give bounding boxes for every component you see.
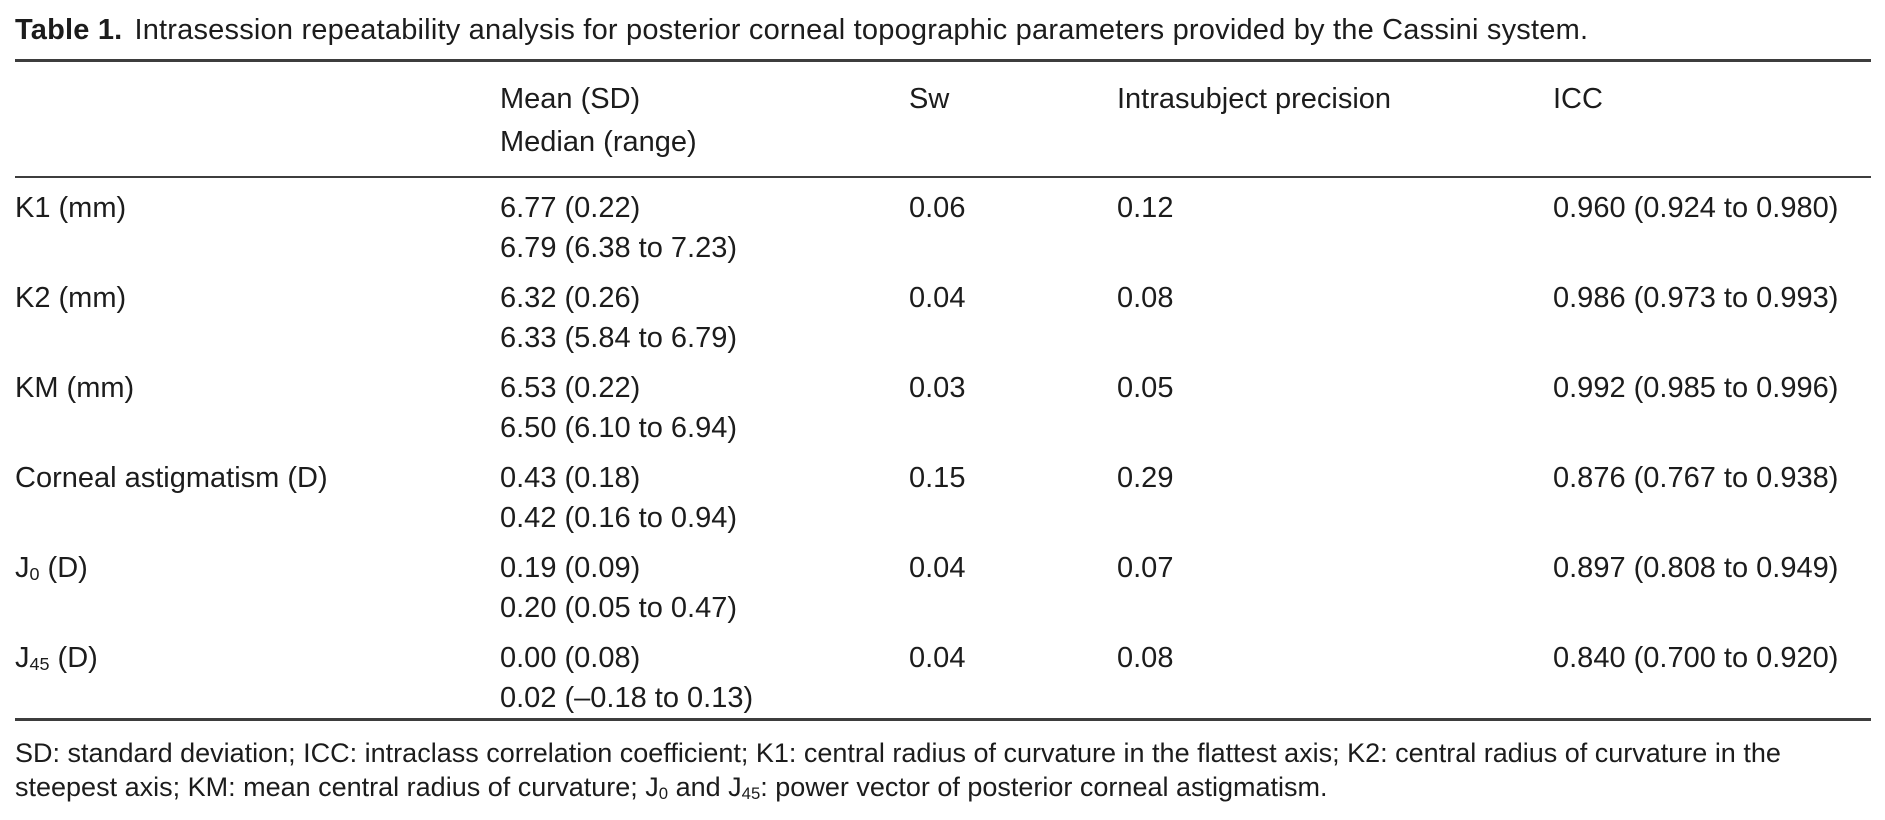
- cell-mean-median: 6.32 (0.26) 6.33 (5.84 to 6.79): [500, 268, 909, 358]
- cell-icc: 0.986 (0.973 to 0.993): [1553, 282, 1839, 314]
- cell-parameter: J45 (D): [15, 628, 500, 721]
- cell-parameter: K2 (mm): [15, 282, 127, 314]
- cell-intrasubject-precision: 0.12: [1117, 192, 1174, 224]
- mean-sd-value: 0.00 (0.08): [500, 642, 641, 674]
- header-intrasubject-precision: Intrasubject precision: [1117, 60, 1553, 178]
- cell-intrasubject-precision: 0.08: [1117, 282, 1174, 314]
- repeatability-table: Mean (SD) Median (range) Sw Intrasubject…: [15, 59, 1871, 721]
- cell-sw: 0.15: [909, 462, 966, 494]
- cell-mean-median: 0.43 (0.18) 0.42 (0.16 to 0.94): [500, 448, 909, 538]
- table-caption-label: Table 1.: [15, 14, 123, 46]
- cell-parameter: Corneal astigmatism (D): [15, 462, 328, 494]
- header-row: Mean (SD) Median (range) Sw Intrasubject…: [15, 60, 1871, 178]
- median-range-value: 6.33 (5.84 to 6.79): [500, 322, 737, 354]
- cell-parameter: K1 (mm): [15, 192, 127, 224]
- header-parameter: [15, 60, 500, 178]
- cell-mean-median: 6.77 (0.22) 6.79 (6.38 to 7.23): [500, 177, 909, 268]
- table-caption: Table 1. Intrasession repeatability analy…: [15, 10, 1871, 50]
- table-row: Corneal astigmatism (D) 0.43 (0.18) 0.42…: [15, 448, 1871, 538]
- mean-sd-value: 0.43 (0.18): [500, 462, 641, 494]
- cell-icc: 0.960 (0.924 to 0.980): [1553, 192, 1839, 224]
- table-row: K1 (mm) 6.77 (0.22) 6.79 (6.38 to 7.23) …: [15, 177, 1871, 268]
- cell-icc: 0.992 (0.985 to 0.996): [1553, 372, 1839, 404]
- median-range-value: 0.02 (–0.18 to 0.13): [500, 682, 754, 714]
- table-body: K1 (mm) 6.77 (0.22) 6.79 (6.38 to 7.23) …: [15, 177, 1871, 721]
- cell-intrasubject-precision: 0.05: [1117, 372, 1174, 404]
- table-row: K2 (mm) 6.32 (0.26) 6.33 (5.84 to 6.79) …: [15, 268, 1871, 358]
- cell-mean-median: 6.53 (0.22) 6.50 (6.10 to 6.94): [500, 358, 909, 448]
- table-row: KM (mm) 6.53 (0.22) 6.50 (6.10 to 6.94) …: [15, 358, 1871, 448]
- cell-icc: 0.840 (0.700 to 0.920): [1553, 628, 1871, 721]
- mean-sd-value: 6.77 (0.22): [500, 192, 641, 224]
- mean-sd-value: 6.53 (0.22): [500, 372, 641, 404]
- header-icc: ICC: [1553, 60, 1871, 178]
- table-footnote: SD: standard deviation; ICC: intraclass …: [15, 738, 1781, 803]
- cell-sw: 0.06: [909, 192, 966, 224]
- mean-sd-value: 0.19 (0.09): [500, 552, 641, 584]
- cell-intrasubject-precision: 0.29: [1117, 462, 1174, 494]
- table-row: J45 (D) 0.00 (0.08) 0.02 (–0.18 to 0.13)…: [15, 628, 1871, 721]
- median-range-value: 0.20 (0.05 to 0.47): [500, 592, 737, 624]
- cell-sw: 0.04: [909, 552, 966, 584]
- cell-parameter: KM (mm): [15, 372, 135, 404]
- median-range-value: 0.42 (0.16 to 0.94): [500, 502, 737, 534]
- cell-icc: 0.897 (0.808 to 0.949): [1553, 552, 1839, 584]
- cell-intrasubject-precision: 0.08: [1117, 628, 1553, 721]
- cell-icc: 0.876 (0.767 to 0.938): [1553, 462, 1839, 494]
- table-header: Mean (SD) Median (range) Sw Intrasubject…: [15, 60, 1871, 178]
- cell-sw: 0.03: [909, 372, 966, 404]
- table-row: J0 (D) 0.19 (0.09) 0.20 (0.05 to 0.47) 0…: [15, 538, 1871, 628]
- median-range-value: 6.50 (6.10 to 6.94): [500, 412, 737, 444]
- cell-mean-median: 0.19 (0.09) 0.20 (0.05 to 0.47): [500, 538, 909, 628]
- header-mean-median: Mean (SD) Median (range): [500, 60, 909, 178]
- cell-parameter: J0 (D): [15, 552, 88, 585]
- table-caption-text: Intrasession repeatability analysis for …: [134, 14, 1589, 46]
- header-sw: Sw: [909, 60, 1117, 178]
- header-median-range: Median (range): [500, 126, 697, 158]
- cell-mean-median: 0.00 (0.08) 0.02 (–0.18 to 0.13): [500, 628, 909, 721]
- cell-intrasubject-precision: 0.07: [1117, 552, 1174, 584]
- cell-sw: 0.04: [909, 282, 966, 314]
- cell-sw: 0.04: [909, 628, 1117, 721]
- mean-sd-value: 6.32 (0.26): [500, 282, 641, 314]
- median-range-value: 6.79 (6.38 to 7.23): [500, 232, 737, 264]
- header-mean-sd: Mean (SD): [500, 83, 641, 115]
